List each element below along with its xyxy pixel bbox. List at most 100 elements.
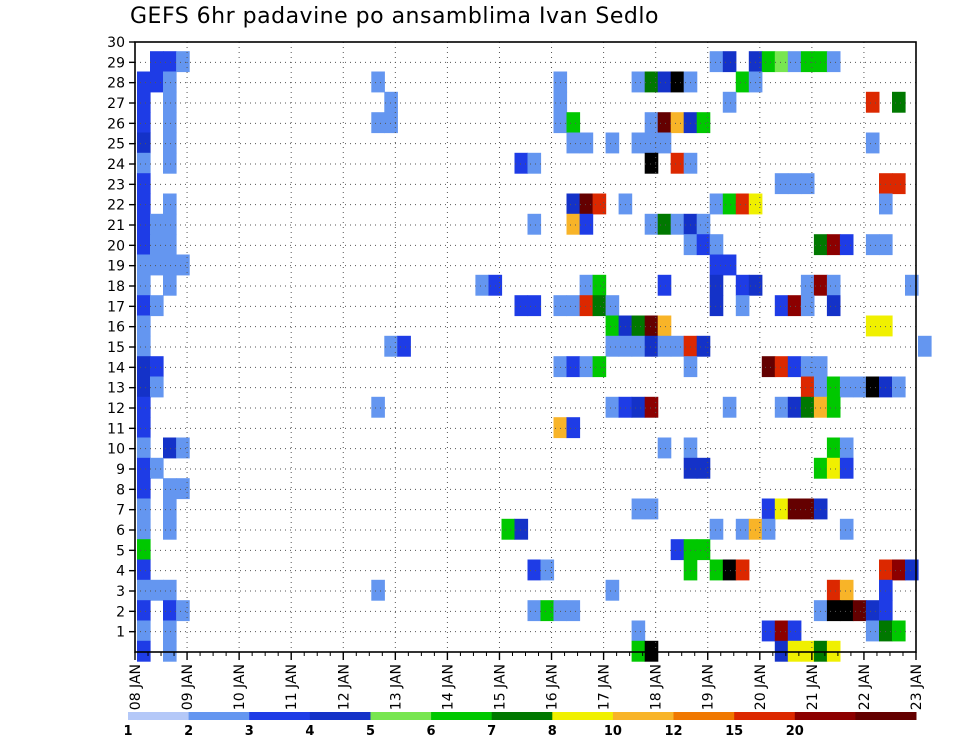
heatmap-cell: [670, 71, 685, 93]
colorbar-label: 15: [725, 724, 743, 739]
x-tick-label: 23 JAN: [909, 664, 925, 710]
colorbar-label: 8: [548, 724, 557, 739]
heatmap-cell: [826, 396, 841, 418]
colorbar-legend: 1 2 3 4 5 6 7 8 10 12 15 20: [123, 712, 917, 739]
heatmap-cell: [618, 315, 633, 337]
heatmap-cell: [761, 51, 776, 73]
heatmap-cell: [865, 132, 880, 154]
heatmap-cell: [813, 356, 828, 378]
heatmap-cell: [774, 51, 789, 73]
heatmap-cell: [722, 396, 737, 418]
heatmap-cell: [839, 234, 854, 256]
heatmap-cell: [566, 213, 581, 235]
heatmap-cell: [839, 518, 854, 540]
heatmap-cell: [384, 335, 398, 357]
colorbar-label: 20: [786, 724, 804, 739]
heatmap-cell: [918, 335, 932, 357]
heatmap-cell: [163, 620, 177, 642]
heatmap-cell: [553, 295, 568, 317]
heatmap-cell: [879, 193, 893, 215]
y-tick-label: 24: [107, 157, 125, 173]
heatmap-cell: [696, 213, 711, 235]
x-tick-label: 20 JAN: [753, 664, 769, 710]
y-tick-label: 18: [107, 279, 125, 295]
heatmap-cell: [163, 152, 177, 174]
heatmap-cell: [163, 91, 177, 113]
heatmap-cell: [826, 437, 841, 459]
heatmap-cell: [709, 295, 724, 317]
heatmap-cell: [826, 295, 841, 317]
heatmap-cell: [566, 132, 581, 154]
colorbar-label: 7: [487, 724, 496, 739]
heatmap-cell: [592, 356, 607, 378]
heatmap-cell: [826, 234, 841, 256]
heatmap-cell: [865, 91, 880, 113]
heatmap-cell: [592, 295, 607, 317]
heatmap-cell: [787, 173, 802, 195]
heatmap-cell: [709, 274, 724, 296]
colorbar-swatch: [794, 712, 856, 720]
heatmap-cell: [800, 498, 815, 520]
heatmap-cell: [670, 213, 685, 235]
heatmap-cell: [657, 335, 672, 357]
heatmap-cell: [527, 559, 542, 581]
heatmap-cell: [605, 579, 620, 601]
heatmap-cell: [879, 620, 893, 642]
heatmap-cell: [150, 295, 164, 317]
heatmap-cell: [527, 152, 542, 174]
heatmap-cell: [540, 559, 555, 581]
heatmap-cell: [150, 457, 164, 479]
heatmap-cell: [163, 193, 177, 215]
heatmap-cell: [163, 112, 177, 134]
heatmap-cell: [137, 620, 151, 642]
heatmap-cell: [892, 559, 906, 581]
colorbar-swatch: [491, 712, 553, 720]
heatmap-cell: [137, 579, 151, 601]
heatmap-cell: [879, 315, 893, 337]
heatmap-cell: [879, 376, 893, 398]
heatmap-cell: [748, 518, 763, 540]
y-tick-label: 29: [107, 55, 125, 71]
y-tick-label: 9: [116, 462, 125, 478]
y-tick-label: 11: [107, 421, 125, 437]
heatmap-cell: [670, 152, 685, 174]
heatmap-cell: [787, 396, 802, 418]
heatmap-cell: [137, 396, 151, 418]
heatmap-cell: [644, 213, 659, 235]
heatmap-cell: [631, 396, 646, 418]
x-tick-label: 22 JAN: [857, 664, 873, 710]
colorbar-swatch: [431, 712, 493, 720]
heatmap-cell: [566, 193, 581, 215]
heatmap-cell: [176, 51, 190, 73]
y-tick-label: 23: [107, 177, 125, 193]
heatmap-cell: [163, 254, 177, 276]
heatmap-cell: [657, 132, 672, 154]
heatmap-cell: [553, 600, 568, 622]
x-tick-label: 17 JAN: [597, 664, 613, 710]
y-tick-label: 28: [107, 76, 125, 92]
heatmap-cell: [879, 579, 893, 601]
heatmap-cell: [709, 234, 724, 256]
heatmap-cell: [384, 112, 398, 134]
heatmap-cell: [163, 213, 177, 235]
heatmap-cell: [774, 173, 789, 195]
heatmap-cell: [826, 51, 841, 73]
y-tick-label: 1: [116, 625, 125, 641]
heatmap-cell: [865, 234, 880, 256]
heatmap-cell: [670, 539, 685, 561]
y-tick-label: 6: [116, 523, 125, 539]
heatmap-cell: [553, 417, 568, 439]
heatmap-cell: [748, 274, 763, 296]
x-tick-label: 18 JAN: [649, 664, 665, 710]
heatmap-cell: [774, 356, 789, 378]
heatmap-cell: [683, 152, 698, 174]
heatmap-cell: [163, 234, 177, 256]
y-tick-label: 21: [107, 218, 125, 234]
y-tick-label: 25: [107, 137, 125, 153]
heatmap-cell: [839, 579, 854, 601]
heatmap-cell: [735, 295, 750, 317]
heatmap-cell: [813, 51, 828, 73]
heatmap-cell: [696, 335, 711, 357]
heatmap-cell: [657, 213, 672, 235]
heatmap-cell: [397, 335, 411, 357]
